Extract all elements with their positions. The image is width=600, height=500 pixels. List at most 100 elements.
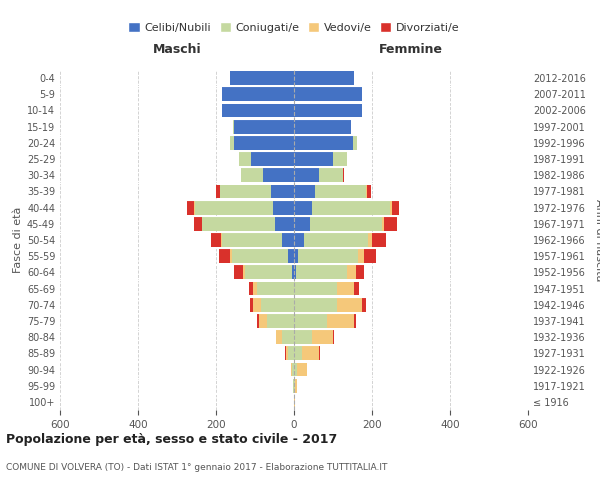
Bar — [362, 298, 366, 312]
Bar — [233, 136, 294, 149]
Bar — [233, 266, 244, 280]
Bar — [293, 379, 294, 392]
Bar — [221, 233, 222, 247]
Bar — [294, 314, 327, 328]
Bar — [358, 250, 364, 263]
Bar — [297, 362, 307, 376]
Bar — [347, 266, 356, 280]
Text: Femmine: Femmine — [379, 44, 443, 57]
Bar — [333, 152, 347, 166]
Bar — [294, 250, 298, 263]
Bar — [294, 233, 304, 247]
Bar — [286, 346, 288, 360]
Bar — [294, 184, 316, 198]
Bar — [294, 88, 362, 101]
Text: COMUNE DI VOLVERA (TO) - Dati ISTAT 1° gennaio 2017 - Elaborazione TUTTITALIA.IT: COMUNE DI VOLVERA (TO) - Dati ISTAT 1° g… — [6, 462, 388, 471]
Bar — [253, 282, 257, 296]
Bar — [353, 136, 357, 149]
Bar — [202, 217, 275, 230]
Bar — [333, 330, 334, 344]
Bar — [294, 120, 350, 134]
Bar — [283, 233, 294, 247]
Bar — [343, 168, 344, 182]
Bar — [294, 104, 362, 118]
Bar — [232, 250, 288, 263]
Bar — [292, 362, 294, 376]
Bar — [253, 298, 261, 312]
Bar — [250, 298, 253, 312]
Bar — [292, 266, 294, 280]
Bar — [222, 233, 283, 247]
Bar — [311, 200, 389, 214]
Bar — [261, 298, 294, 312]
Bar — [337, 298, 362, 312]
Bar — [263, 168, 294, 182]
Bar — [355, 282, 359, 296]
Bar — [257, 282, 294, 296]
Text: Popolazione per età, sesso e stato civile - 2017: Popolazione per età, sesso e stato civil… — [6, 432, 337, 446]
Bar — [294, 346, 302, 360]
Bar — [222, 104, 294, 118]
Bar — [215, 184, 220, 198]
Bar — [249, 282, 253, 296]
Bar — [367, 184, 371, 198]
Bar — [239, 152, 251, 166]
Bar — [251, 152, 294, 166]
Bar — [187, 200, 194, 214]
Bar — [372, 233, 386, 247]
Bar — [294, 136, 353, 149]
Bar — [382, 217, 384, 230]
Bar — [294, 362, 297, 376]
Bar — [364, 250, 376, 263]
Bar — [327, 314, 355, 328]
Bar — [319, 346, 320, 360]
Bar — [259, 314, 266, 328]
Bar — [220, 184, 271, 198]
Bar — [288, 346, 294, 360]
Bar — [294, 200, 311, 214]
Bar — [271, 184, 294, 198]
Bar — [302, 346, 319, 360]
Bar — [304, 233, 368, 247]
Bar — [294, 168, 319, 182]
Bar — [389, 200, 392, 214]
Bar — [298, 250, 358, 263]
Bar — [294, 330, 311, 344]
Y-axis label: Anni di nascita: Anni di nascita — [594, 198, 600, 281]
Bar — [230, 136, 233, 149]
Bar — [392, 200, 400, 214]
Bar — [219, 250, 230, 263]
Bar — [266, 314, 294, 328]
Bar — [316, 184, 366, 198]
Bar — [294, 217, 310, 230]
Bar — [356, 266, 364, 280]
Bar — [310, 217, 382, 230]
Y-axis label: Fasce di età: Fasce di età — [13, 207, 23, 273]
Bar — [368, 233, 372, 247]
Bar — [319, 168, 343, 182]
Bar — [241, 168, 263, 182]
Bar — [337, 282, 355, 296]
Bar — [294, 266, 296, 280]
Bar — [230, 250, 232, 263]
Bar — [350, 120, 352, 134]
Bar — [233, 120, 294, 134]
Bar — [288, 250, 294, 263]
Bar — [294, 298, 337, 312]
Bar — [244, 266, 245, 280]
Bar — [245, 266, 292, 280]
Bar — [230, 71, 294, 85]
Bar — [272, 200, 294, 214]
Bar — [355, 314, 356, 328]
Bar — [275, 217, 294, 230]
Bar — [277, 330, 283, 344]
Bar — [291, 362, 292, 376]
Bar — [311, 330, 333, 344]
Bar — [384, 217, 397, 230]
Bar — [294, 152, 333, 166]
Bar — [294, 282, 337, 296]
Text: Maschi: Maschi — [152, 44, 202, 57]
Bar — [194, 217, 202, 230]
Bar — [211, 233, 221, 247]
Bar — [283, 330, 294, 344]
